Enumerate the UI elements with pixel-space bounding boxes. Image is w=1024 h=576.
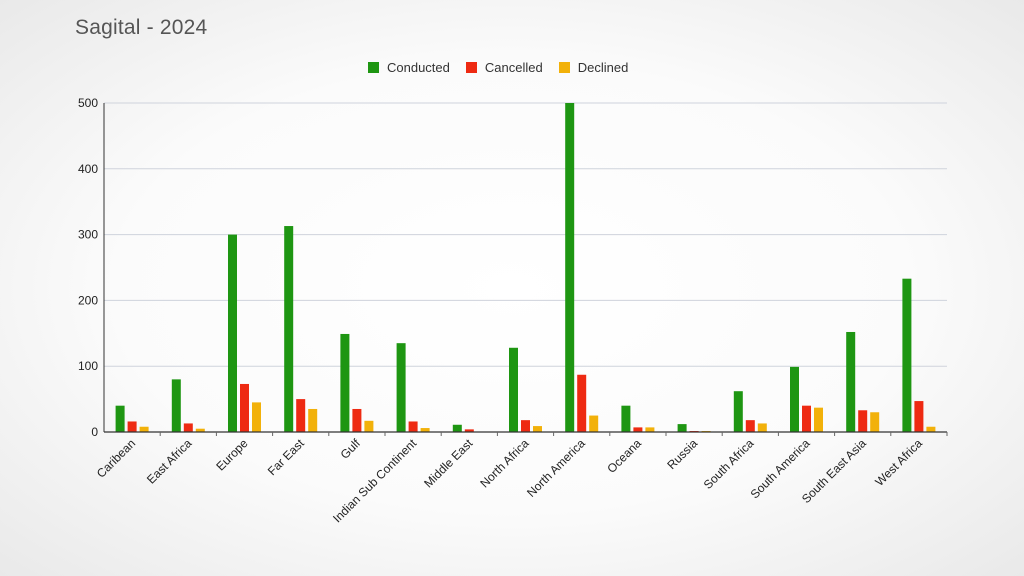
bar-conducted-east-africa	[171, 379, 181, 432]
legend-item-conducted: Conducted	[368, 60, 450, 75]
bar-cancelled-east-africa	[183, 423, 193, 432]
bar-declined-caribean	[139, 426, 149, 432]
legend-item-cancelled: Cancelled	[465, 60, 543, 75]
bar-cancelled-europe	[240, 383, 249, 432]
bar-conducted-south-america	[790, 366, 799, 432]
y-tick-label: 200	[78, 293, 98, 307]
bar-declined-far-east	[308, 408, 318, 432]
bar-conducted-gulf	[340, 333, 350, 432]
x-tick-label: Middle East	[421, 436, 476, 491]
y-tick-label: 300	[78, 228, 98, 242]
x-tick-label: North Africa	[477, 436, 531, 490]
bar-cancelled-oceana	[633, 427, 643, 432]
bar-cancelled-south-east-asia	[858, 410, 868, 432]
bar-conducted-middle-east	[452, 424, 462, 432]
bar-declined-gulf	[364, 420, 374, 432]
bars	[115, 103, 936, 432]
bar-conducted-russia	[677, 424, 687, 432]
chart-title: Sagital - 2024	[75, 16, 208, 39]
x-tick-label: Oceana	[604, 436, 644, 476]
bar-cancelled-gulf	[352, 408, 362, 432]
bar-declined-west-africa	[926, 426, 936, 432]
legend-label-conducted: Conducted	[387, 60, 450, 75]
bar-declined-north-africa	[533, 426, 542, 432]
bar-declined-south-america	[814, 407, 823, 432]
x-tick-label: East Africa	[144, 436, 195, 487]
legend-swatch-cancelled	[465, 62, 477, 73]
bar-declined-europe	[252, 402, 261, 432]
bar-conducted-south-africa	[733, 391, 743, 432]
x-tick-label: Caribean	[94, 436, 138, 480]
bar-conducted-north-africa	[509, 347, 518, 432]
x-tick-label: Gulf	[338, 436, 364, 462]
bar-cancelled-caribean	[127, 421, 137, 432]
bar-conducted-west-africa	[902, 278, 912, 432]
y-tick-label: 400	[78, 162, 98, 176]
bar-declined-east-africa	[195, 428, 205, 432]
bar-conducted-far-east	[284, 226, 294, 432]
bar-cancelled-south-america	[802, 405, 811, 432]
x-tick-label: Far East	[265, 436, 307, 478]
bar-cancelled-north-africa	[521, 420, 530, 432]
bar-cancelled-west-africa	[914, 401, 924, 432]
bar-cancelled-far-east	[296, 399, 306, 432]
bar-declined-indian-sub-continent	[420, 428, 430, 432]
axes	[103, 103, 948, 436]
legend-item-declined: Declined	[558, 60, 629, 75]
bar-conducted-caribean	[115, 405, 125, 432]
bar-conducted-indian-sub-continent	[396, 343, 406, 432]
bar-conducted-oceana	[621, 405, 631, 432]
bar-declined-oceana	[645, 427, 655, 432]
x-tick-label: West Africa	[872, 436, 925, 489]
bar-conducted-south-east-asia	[846, 331, 856, 432]
bar-cancelled-south-africa	[745, 420, 755, 432]
x-tick-label: Russia	[664, 436, 700, 472]
bar-conducted-europe	[228, 234, 237, 432]
x-tick-label: North America	[524, 436, 588, 500]
bar-cancelled-north-america	[577, 374, 587, 432]
legend-label-declined: Declined	[577, 60, 629, 75]
x-tick-label: Europe	[213, 436, 250, 473]
y-tick-label: 500	[78, 96, 98, 110]
axis-labels: 0 100 200 300 400 500 Caribean East Africa Europ…	[78, 96, 925, 525]
chart-legend: Conducted Cancelled Declined	[368, 60, 644, 75]
y-tick-label: 100	[78, 359, 98, 373]
legend-swatch-declined	[558, 62, 570, 73]
bar-cancelled-middle-east	[464, 429, 474, 432]
bar-declined-south-africa	[757, 423, 767, 432]
grid-lines	[104, 102, 947, 367]
bar-cancelled-indian-sub-continent	[408, 421, 418, 432]
legend-swatch-conducted	[368, 62, 379, 73]
bar-declined-south-east-asia	[870, 412, 880, 432]
y-tick-label: 0	[91, 425, 98, 439]
x-tick-label: South Africa	[701, 436, 757, 492]
legend-label-cancelled: Cancelled	[484, 60, 543, 75]
bar-declined-north-america	[589, 415, 599, 432]
bar-conducted-north-america	[565, 103, 575, 432]
